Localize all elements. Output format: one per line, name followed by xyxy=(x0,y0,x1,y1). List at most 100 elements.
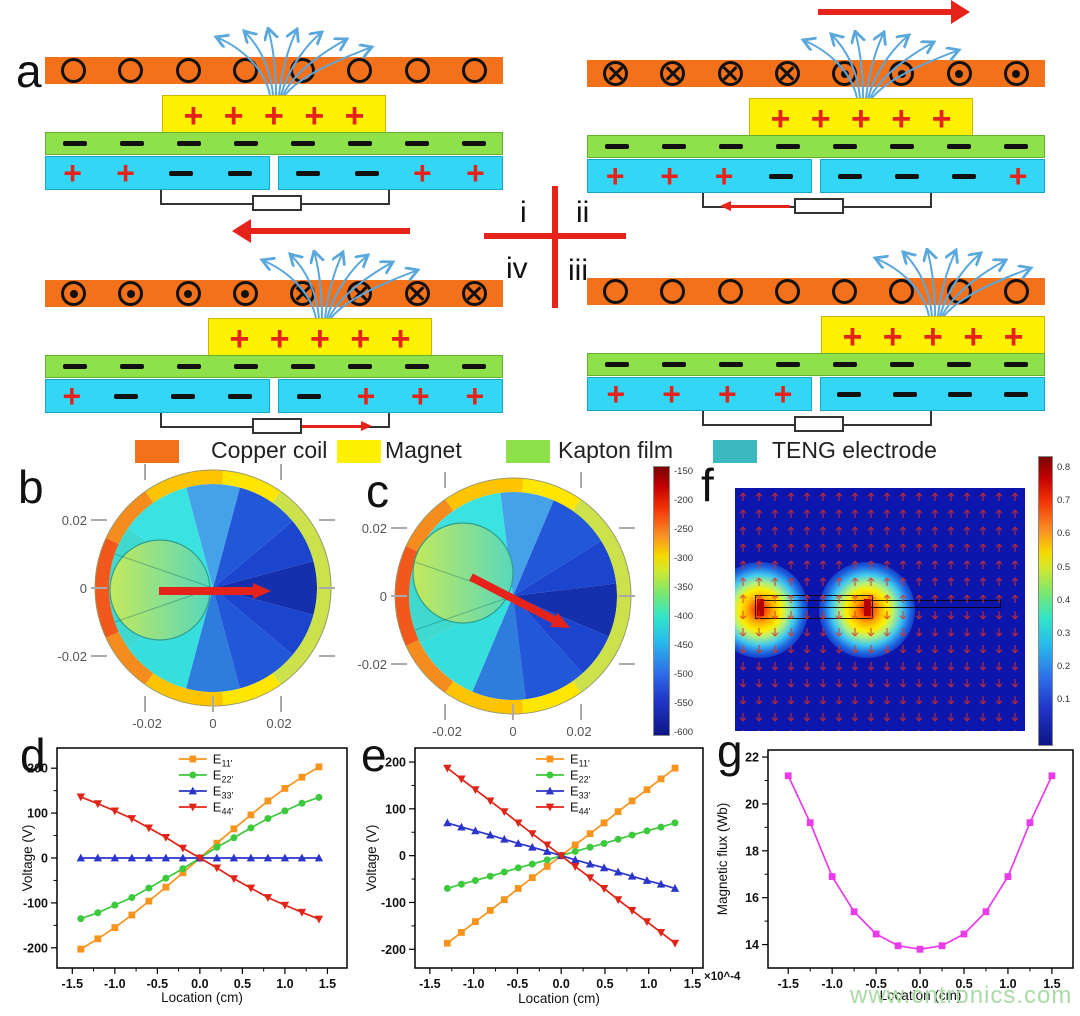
quadrant-label-iv: iv xyxy=(506,252,528,285)
y-tick-label: 200 xyxy=(27,762,48,776)
x-tick-label: 1.0 xyxy=(640,977,657,991)
axis-scale-label: ×10^-4 xyxy=(704,971,741,983)
dial-x-tick: 0 xyxy=(509,724,516,739)
legend-label-kapton-film: Kapton film xyxy=(558,437,674,463)
panel-label-g: g xyxy=(717,725,743,777)
x-tick-label: 0.0 xyxy=(552,977,569,991)
positive-charge: + xyxy=(891,100,912,138)
y-tick-label: 16 xyxy=(745,891,759,905)
coil-circle-icon xyxy=(175,58,201,83)
y-axis-label: Magnetic flux (Wb) xyxy=(715,803,730,916)
colorbar-f-tick: 0.5 xyxy=(1057,561,1071,573)
x-axis-label: Location (cm) xyxy=(161,990,243,1005)
legend-label-teng-electrode: TENG electrode xyxy=(772,437,937,463)
negative-charge xyxy=(119,364,144,369)
negative-charge xyxy=(461,364,486,369)
current-arrow-right-icon xyxy=(302,421,372,431)
negative-charge xyxy=(661,362,686,367)
coil-cross-icon xyxy=(660,61,686,86)
x-tick-label: 1.0 xyxy=(999,977,1016,991)
motion-arrow-left-icon xyxy=(232,219,410,243)
positive-charge: + xyxy=(1008,158,1028,194)
coil-dot-icon xyxy=(232,281,258,306)
legend-swatch-copper-coil xyxy=(135,440,179,463)
coil-circle-icon xyxy=(347,58,373,83)
coil-circle-icon xyxy=(717,279,743,304)
x-tick-label: 1.5 xyxy=(1043,977,1060,991)
positive-charge: + xyxy=(851,100,871,138)
magnetization-arrow xyxy=(469,573,556,624)
negative-charge xyxy=(354,170,379,176)
coil-circle-icon xyxy=(61,58,87,83)
legend-label-copper-coil: Copper coil xyxy=(211,437,328,463)
x-tick-label: -1.0 xyxy=(821,977,843,991)
resistor xyxy=(252,195,302,211)
x-tick-label: 1.5 xyxy=(319,977,336,991)
negative-charge xyxy=(769,173,794,179)
panel-label-b: b xyxy=(18,461,44,513)
positive-charge: + xyxy=(662,376,681,412)
x-tick-label: 0.5 xyxy=(234,977,251,991)
coil-cross-icon xyxy=(603,61,629,86)
negative-charge xyxy=(296,170,321,176)
positive-charge: + xyxy=(62,378,82,414)
positive-charge: + xyxy=(229,320,250,358)
resistor xyxy=(794,198,844,214)
quadrant-label-i: i xyxy=(520,196,527,229)
circuit-wire xyxy=(702,193,932,214)
negative-charge xyxy=(946,144,971,149)
legend-swatch-magnet xyxy=(337,440,381,463)
negative-charge xyxy=(404,364,429,369)
dial-y-tick: 0 xyxy=(80,581,87,596)
y-tick-label: -100 xyxy=(381,896,406,910)
coil-cross-icon xyxy=(290,281,316,306)
x-tick-label: 0.0 xyxy=(911,977,928,991)
negative-charge xyxy=(233,141,258,146)
colorbar-f-tick: 0.4 xyxy=(1057,594,1071,606)
resistor xyxy=(252,418,302,434)
panel-label-d: d xyxy=(20,729,46,781)
copper-coil-layer xyxy=(587,278,1045,305)
panel-label-f: f xyxy=(701,459,714,511)
x-tick-label: -0.5 xyxy=(865,977,887,991)
coil-cross-icon xyxy=(404,281,430,306)
negative-charge xyxy=(951,173,976,179)
positive-charge: + xyxy=(269,320,290,358)
teng-electrode-right xyxy=(820,377,1045,411)
negative-charge xyxy=(227,170,252,176)
positive-charge: + xyxy=(606,376,626,412)
positive-charge: + xyxy=(882,318,903,356)
dial-y-tick: 0 xyxy=(380,589,387,604)
magnet-layer: + + + + + xyxy=(749,98,973,136)
y-tick-label: -200 xyxy=(381,943,406,957)
y-tick-label: 20 xyxy=(745,797,759,811)
coil-circle-icon xyxy=(660,279,686,304)
x-tick-label: 1.5 xyxy=(684,977,701,991)
positive-charge: + xyxy=(466,155,485,191)
coil-dot-icon xyxy=(1003,61,1029,86)
colorbar-f-tick: 0.7 xyxy=(1057,495,1071,507)
schematic-state-iv: + + + + + + + + + xyxy=(45,265,503,434)
simulation-dial-b: 0.02 0 -0.02 -0.02 0 0.02 xyxy=(57,464,335,731)
magnet-layer: + + + + + xyxy=(821,316,1045,354)
negative-charge xyxy=(176,141,201,146)
x-tick-label: -1.0 xyxy=(463,977,485,991)
teng-electrode-right: + + xyxy=(278,156,503,190)
teng-electrode-left: + + xyxy=(45,156,270,190)
negative-charge xyxy=(604,144,629,149)
positive-charge: + xyxy=(390,320,411,358)
dial-y-tick: -0.02 xyxy=(57,649,87,664)
dial-x-tick: 0.02 xyxy=(266,716,291,731)
positive-charge: + xyxy=(963,318,984,356)
coil-circle-icon xyxy=(946,279,972,304)
colorbar-f-tick: 0.8 xyxy=(1057,462,1071,473)
watermark: www.cntronics.com xyxy=(850,982,1073,1009)
positive-charge: + xyxy=(660,158,679,194)
coil-dot-icon xyxy=(832,61,858,86)
negative-charge xyxy=(661,144,686,149)
colorbar-f xyxy=(1038,456,1053,746)
current-arrow-left-icon xyxy=(720,201,790,211)
panel-label-c: c xyxy=(366,465,389,517)
colorbar-bc-tick: -450 xyxy=(674,640,694,651)
negative-charge xyxy=(946,362,971,367)
